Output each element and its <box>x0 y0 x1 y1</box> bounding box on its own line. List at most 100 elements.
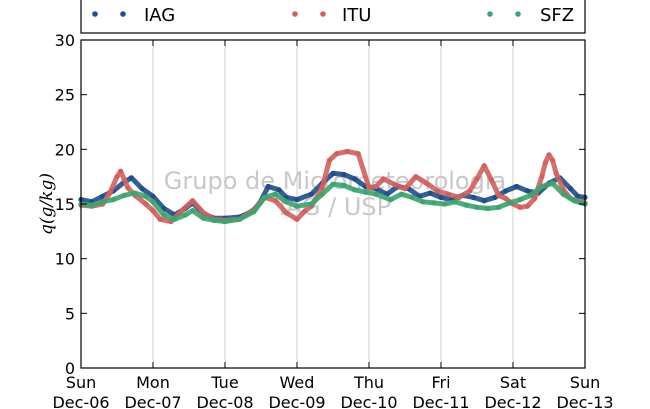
point-itu-29 <box>355 151 361 157</box>
point-itu-41 <box>474 176 480 182</box>
point-sfz-3 <box>110 197 116 203</box>
point-iag-38 <box>481 198 487 204</box>
point-sfz-2 <box>100 199 106 205</box>
point-sfz-28 <box>388 197 394 203</box>
point-sfz-15 <box>236 216 242 222</box>
point-sfz-18 <box>272 191 278 197</box>
point-itu-3 <box>107 190 113 196</box>
point-itu-27 <box>334 151 340 157</box>
point-iag-24 <box>330 170 336 176</box>
point-itu-30 <box>366 185 372 191</box>
legend-marker-iag-a <box>92 11 98 17</box>
point-sfz-24 <box>341 182 347 188</box>
point-sfz-10 <box>182 212 188 218</box>
point-sfz-21 <box>308 201 314 207</box>
point-sfz-9 <box>172 216 178 222</box>
point-sfz-22 <box>319 191 325 197</box>
point-itu-45 <box>503 195 509 202</box>
point-sfz-19 <box>283 199 289 205</box>
point-itu-49 <box>532 195 538 202</box>
x-tick-day-1: Mon <box>136 373 170 392</box>
legend-label-iag: IAG <box>144 5 175 26</box>
point-iag-21 <box>294 197 300 203</box>
series-layer <box>78 148 588 225</box>
x-tick-day-2: Tue <box>210 373 238 392</box>
point-sfz-23 <box>330 181 336 187</box>
point-sfz-16 <box>251 209 257 215</box>
point-itu-43 <box>488 177 494 183</box>
point-sfz-45 <box>571 198 577 204</box>
point-itu-28 <box>344 148 350 155</box>
point-sfz-40 <box>517 197 523 203</box>
point-sfz-30 <box>409 194 415 200</box>
point-itu-8 <box>143 201 149 207</box>
point-itu-5 <box>118 168 124 174</box>
y-tick-label-25: 25 <box>55 86 75 105</box>
point-sfz-44 <box>560 191 567 197</box>
x-tick-day-7: Sun <box>570 373 600 392</box>
point-sfz-43 <box>550 180 556 186</box>
point-itu-54 <box>553 170 559 176</box>
point-sfz-20 <box>294 203 300 209</box>
point-itu-38 <box>445 191 451 197</box>
point-itu-52 <box>546 152 552 158</box>
point-sfz-27 <box>373 191 379 197</box>
point-iag-22 <box>308 191 314 197</box>
point-iag-40 <box>503 188 509 194</box>
x-tick-day-5: Fri <box>431 373 450 392</box>
point-iag-41 <box>514 183 520 190</box>
point-itu-20 <box>272 198 278 204</box>
point-sfz-35 <box>463 202 469 208</box>
point-sfz-14 <box>222 218 228 225</box>
point-sfz-25 <box>352 187 358 193</box>
point-iag-42 <box>524 188 531 194</box>
series-line-itu <box>78 149 588 224</box>
x-tick-date-7: Dec-13 <box>556 393 613 409</box>
point-sfz-39 <box>506 200 512 206</box>
point-iag-19 <box>276 187 282 193</box>
point-itu-10 <box>157 216 163 222</box>
legend: IAG ITU SFZ <box>80 0 586 34</box>
point-sfz-13 <box>211 217 217 223</box>
point-itu-34 <box>402 186 408 192</box>
x-tick-date-0: Dec-06 <box>52 393 109 409</box>
point-itu-33 <box>391 181 397 187</box>
point-sfz-31 <box>420 199 426 205</box>
point-iag-34 <box>438 194 444 200</box>
point-itu-9 <box>150 208 156 214</box>
point-sfz-8 <box>161 212 167 218</box>
point-sfz-37 <box>485 205 491 211</box>
point-itu-23 <box>301 209 307 215</box>
point-itu-21 <box>283 210 289 216</box>
point-sfz-4 <box>121 192 127 198</box>
point-sfz-7 <box>150 199 156 205</box>
y-tick-label-10: 10 <box>55 250 75 269</box>
point-sfz-17 <box>262 194 268 200</box>
x-tick-day-3: Wed <box>280 373 315 392</box>
point-sfz-34 <box>452 199 458 205</box>
point-itu-44 <box>496 192 502 198</box>
point-iag-18 <box>265 183 271 190</box>
point-iag-47 <box>575 193 581 199</box>
point-itu-26 <box>326 157 332 163</box>
point-itu-6 <box>125 185 131 191</box>
legend-marker-itu-a <box>292 11 298 17</box>
legend-marker-itu-b <box>320 11 326 17</box>
point-itu-32 <box>380 176 386 182</box>
point-sfz-6 <box>143 193 149 199</box>
point-itu-22 <box>294 216 300 222</box>
point-itu-50 <box>539 174 545 180</box>
point-itu-36 <box>424 180 430 186</box>
point-itu-53 <box>550 157 556 163</box>
x-tick-day-0: Sun <box>66 373 96 392</box>
y-tick-label-20: 20 <box>55 140 75 159</box>
y-tick-label-5: 5 <box>65 304 75 323</box>
point-sfz-26 <box>362 189 368 195</box>
x-tick-date-1: Dec-07 <box>124 393 181 409</box>
point-sfz-12 <box>200 215 206 221</box>
x-tick-date-2: Dec-08 <box>196 393 253 409</box>
legend-label-sfz: SFZ <box>540 5 574 26</box>
point-sfz-41 <box>528 192 534 198</box>
point-sfz-36 <box>474 204 480 210</box>
y-axis: 0 5 10 15 20 25 30 <box>55 31 585 378</box>
